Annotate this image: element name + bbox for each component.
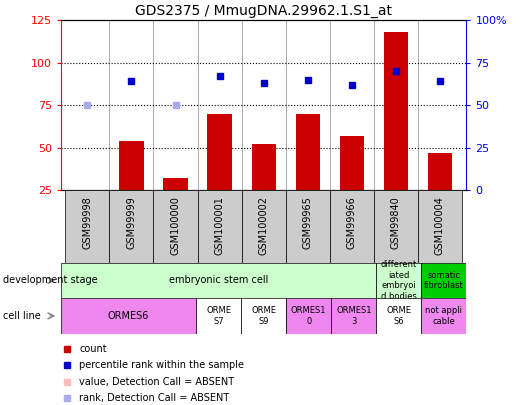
Text: development stage: development stage bbox=[3, 275, 98, 286]
Bar bbox=[119, 141, 144, 190]
Text: ORME
S7: ORME S7 bbox=[206, 306, 231, 326]
Bar bbox=[384, 32, 408, 190]
Bar bbox=[61, 263, 376, 298]
Text: GSM99840: GSM99840 bbox=[391, 196, 401, 249]
Bar bbox=[330, 190, 374, 263]
Text: somatic
fibroblast: somatic fibroblast bbox=[424, 271, 464, 290]
Title: GDS2375 / MmugDNA.29962.1.S1_at: GDS2375 / MmugDNA.29962.1.S1_at bbox=[135, 4, 392, 18]
Text: GSM100004: GSM100004 bbox=[435, 196, 445, 255]
Bar bbox=[296, 114, 320, 190]
Text: value, Detection Call = ABSENT: value, Detection Call = ABSENT bbox=[79, 377, 234, 387]
Bar bbox=[207, 114, 232, 190]
Text: different
iated
embryoi
d bodies: different iated embryoi d bodies bbox=[381, 260, 417, 301]
Bar bbox=[331, 298, 376, 334]
Bar bbox=[286, 190, 330, 263]
Bar bbox=[376, 298, 421, 334]
Text: not appli
cable: not appli cable bbox=[426, 306, 462, 326]
Bar bbox=[241, 298, 286, 334]
Bar bbox=[286, 298, 331, 334]
Text: GSM100000: GSM100000 bbox=[171, 196, 181, 255]
Bar bbox=[418, 190, 462, 263]
Bar bbox=[421, 263, 466, 298]
Bar bbox=[109, 190, 154, 263]
Text: count: count bbox=[79, 343, 107, 354]
Text: ORME
S9: ORME S9 bbox=[251, 306, 276, 326]
Text: ORMES6: ORMES6 bbox=[108, 311, 149, 321]
Bar bbox=[376, 263, 421, 298]
Text: rank, Detection Call = ABSENT: rank, Detection Call = ABSENT bbox=[79, 393, 229, 403]
Text: GSM99998: GSM99998 bbox=[82, 196, 92, 249]
Bar bbox=[374, 190, 418, 263]
Text: GSM100002: GSM100002 bbox=[259, 196, 269, 255]
Text: GSM99965: GSM99965 bbox=[303, 196, 313, 249]
Bar bbox=[154, 190, 198, 263]
Bar bbox=[340, 136, 364, 190]
Text: embryonic stem cell: embryonic stem cell bbox=[169, 275, 268, 286]
Bar bbox=[65, 190, 109, 263]
Bar bbox=[428, 153, 452, 190]
Bar bbox=[421, 298, 466, 334]
Text: cell line: cell line bbox=[3, 311, 40, 321]
Bar bbox=[196, 298, 241, 334]
Text: ORME
S6: ORME S6 bbox=[386, 306, 411, 326]
Bar bbox=[61, 298, 196, 334]
Bar bbox=[163, 179, 188, 190]
Text: GSM99966: GSM99966 bbox=[347, 196, 357, 249]
Text: percentile rank within the sample: percentile rank within the sample bbox=[79, 360, 244, 370]
Text: ORMES1
3: ORMES1 3 bbox=[336, 306, 372, 326]
Text: GSM99999: GSM99999 bbox=[127, 196, 136, 249]
Bar bbox=[252, 145, 276, 190]
Bar bbox=[242, 190, 286, 263]
Text: ORMES1
0: ORMES1 0 bbox=[291, 306, 326, 326]
Bar bbox=[198, 190, 242, 263]
Text: GSM100001: GSM100001 bbox=[215, 196, 225, 255]
